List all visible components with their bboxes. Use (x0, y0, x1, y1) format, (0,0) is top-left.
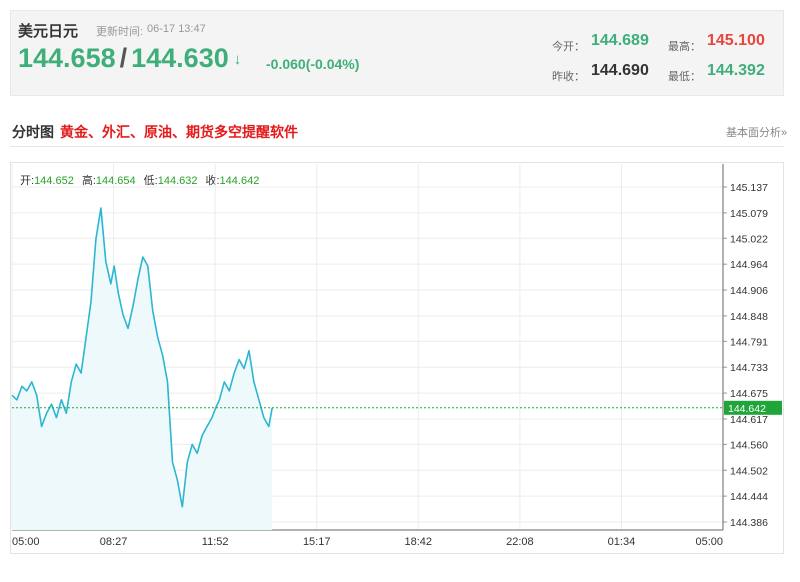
basic-analysis-link[interactable]: 基本面分析» (726, 127, 788, 139)
x-tick-label: 05:00 (695, 536, 723, 548)
price-change: -0.060(-0.04%) (266, 56, 360, 72)
section-divider (10, 146, 784, 147)
down-arrow-icon: ↓ (233, 51, 242, 69)
y-tick-label: 145.137 (730, 182, 768, 194)
y-tick-label: 145.022 (730, 233, 768, 245)
x-tick-label: 08:27 (100, 536, 128, 548)
low-value: 144.392 (707, 62, 765, 79)
update-time: 06-17 13:47 (147, 23, 206, 35)
y-tick-label: 144.560 (730, 439, 768, 451)
ohlc-high-value: 144.654 (95, 175, 136, 187)
ohlc-high-label: 高: (81, 175, 96, 187)
ohlc-low-value: 144.632 (157, 175, 198, 187)
y-tick-label: 144.386 (730, 517, 768, 529)
high-value: 145.100 (707, 32, 765, 49)
section-title: 分时图 (12, 124, 54, 140)
open-value: 144.689 (591, 32, 649, 49)
y-tick-label: 144.444 (730, 491, 768, 503)
x-tick-label: 01:34 (608, 536, 636, 548)
quote-panel (10, 10, 784, 96)
update-time-label: 更新时间: (96, 26, 144, 38)
price-area (12, 208, 273, 530)
currency-pair-name: 美元日元 (18, 23, 79, 40)
ohlc-close-value: 144.642 (219, 175, 260, 187)
promo-link[interactable]: 黄金、外汇、原油、期货多空提醒软件 (60, 124, 298, 140)
y-tick-label: 144.675 (730, 388, 768, 400)
price-separator: / (119, 43, 128, 73)
high-label: 最高： (668, 41, 701, 53)
y-tick-label: 144.964 (730, 259, 768, 271)
y-tick-label: 144.502 (730, 465, 768, 477)
x-tick-label: 05:00 (12, 536, 40, 548)
current-price: 144.658/144.630 ↓ (18, 43, 241, 74)
low-label: 最低： (668, 71, 701, 83)
ohlc-open-value: 144.652 (34, 175, 74, 187)
prev-close-value: 144.690 (591, 62, 649, 79)
y-tick-label: 144.733 (730, 362, 768, 374)
y-tick-label: 144.617 (730, 414, 768, 426)
x-tick-label: 15:17 (303, 536, 331, 548)
ask-price: 144.630 (131, 43, 229, 73)
ohlc-close-label: 收: (205, 175, 220, 187)
prev-close-label: 昨收： (552, 71, 585, 83)
y-tick-label: 145.079 (730, 208, 768, 220)
bid-price: 144.658 (18, 43, 116, 73)
open-label: 今开： (552, 41, 585, 53)
x-tick-label: 11:52 (202, 536, 229, 548)
price-line (11, 207, 273, 508)
y-tick-label: 144.791 (730, 336, 768, 348)
chart-frame (10, 162, 784, 554)
current-price-label: 144.642 (728, 403, 766, 415)
x-tick-label: 18:42 (405, 536, 433, 548)
x-tick-label: 22:08 (506, 536, 534, 548)
current-price-marker (724, 400, 782, 415)
ohlc-open-label: 开: (20, 175, 35, 187)
ohlc-low-label: 低: (143, 175, 158, 187)
y-tick-label: 144.848 (730, 311, 768, 323)
y-tick-label: 144.906 (730, 285, 768, 297)
ohlc-readout: 开:144.652 高:144.654 低:144.632 收:144.642 (20, 172, 267, 188)
